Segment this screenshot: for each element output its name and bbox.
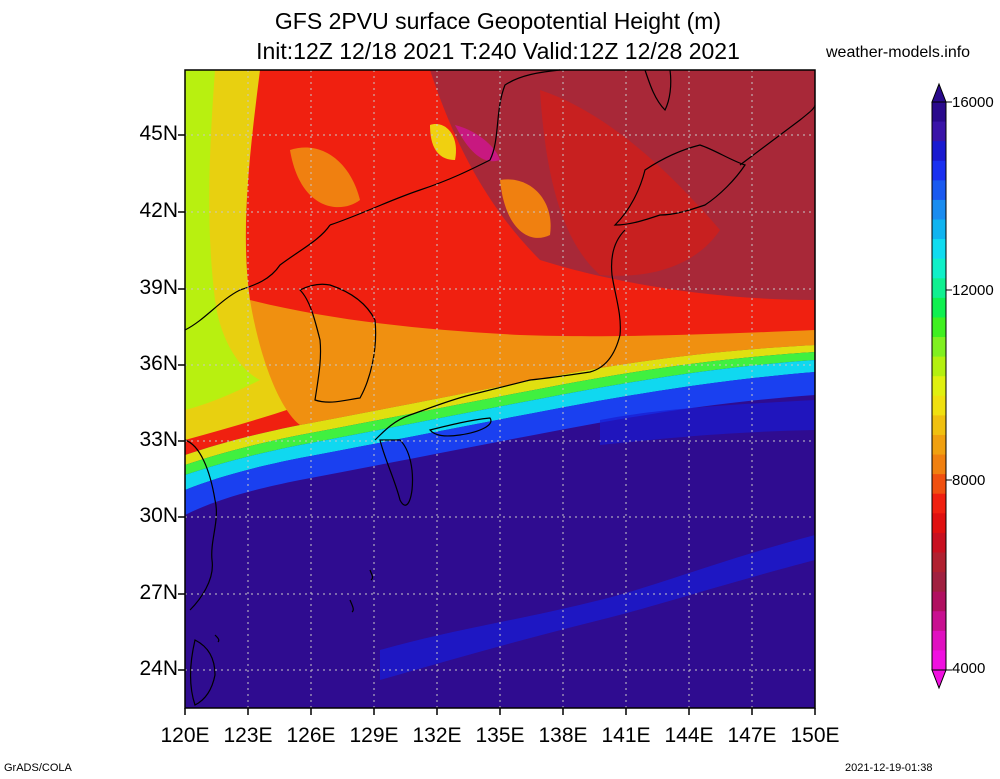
colorbar-segment	[932, 395, 946, 416]
colorbar-segment	[932, 552, 946, 573]
colorbar-segment	[932, 297, 946, 318]
footer-credit: GrADS/COLA	[4, 762, 72, 774]
lat-label-27n: 27N	[139, 581, 178, 604]
colorbar-bottom-arrow	[931, 669, 947, 690]
lat-label-30n: 30N	[139, 504, 178, 527]
lon-label-135e: 135E	[475, 724, 525, 747]
colorbar-segment	[932, 160, 946, 181]
colorbar-segment	[932, 611, 946, 632]
lon-label-150e: 150E	[790, 724, 840, 747]
colorbar-segment	[932, 513, 946, 534]
colorbar-segment	[932, 493, 946, 514]
lon-label-126e: 126E	[286, 724, 336, 747]
geopotential-field	[185, 70, 815, 708]
colorbar-segment	[932, 121, 946, 142]
colorbar	[931, 82, 952, 690]
colorbar-segment	[932, 337, 946, 358]
lon-label-123e: 123E	[223, 724, 273, 747]
colorbar-segment	[932, 180, 946, 201]
lat-label-42n: 42N	[139, 199, 178, 222]
lat-label-33n: 33N	[139, 428, 178, 451]
colorbar-segment	[932, 415, 946, 436]
lon-label-144e: 144E	[664, 724, 714, 747]
colorbar-segment	[932, 102, 946, 123]
lon-label-138e: 138E	[538, 724, 588, 747]
colorbar-segment	[932, 239, 946, 260]
coastlines	[184, 69, 816, 706]
colorbar-segment	[932, 219, 946, 240]
lon-label-120e: 120E	[160, 724, 210, 747]
colorbar-segment	[932, 434, 946, 456]
graticule	[185, 70, 815, 708]
chart-title-line1: GFS 2PVU surface Geopotential Height (m)	[274, 8, 722, 34]
lon-label-132e: 132E	[412, 724, 462, 747]
axis-ticks	[178, 134, 816, 715]
colorbar-segment	[932, 454, 946, 475]
lon-label-129e: 129E	[349, 724, 399, 747]
colorbar-segment	[932, 650, 946, 671]
colorbar-frame	[931, 101, 947, 671]
lat-label-39n: 39N	[139, 276, 178, 299]
colorbar-segment	[932, 591, 946, 612]
colorbar-segment	[932, 474, 946, 495]
colorbar-segment	[932, 317, 946, 338]
footer-timestamp: 2021-12-19-01:38	[845, 762, 933, 774]
colorbar-segment	[932, 199, 946, 221]
colorbar-segment	[932, 532, 946, 553]
lon-label-147e: 147E	[727, 724, 777, 747]
colorbar-segment	[932, 258, 946, 279]
colorbar-segment	[932, 141, 946, 162]
colorbar-segment	[932, 572, 946, 593]
colorbar-top-arrow	[931, 82, 947, 103]
colorbar-segment	[932, 376, 946, 397]
colorbar-segment	[932, 630, 946, 651]
colorbar-segment	[932, 278, 946, 299]
colorbar-label-16000: 16000	[952, 94, 994, 111]
lat-label-24n: 24N	[139, 657, 178, 680]
watermark-text: weather-models.info	[826, 44, 971, 61]
colorbar-label-8000: 8000	[952, 472, 986, 489]
colorbar-segment	[932, 356, 946, 377]
lon-label-141e: 141E	[601, 724, 651, 747]
colorbar-label-4000: 4000	[952, 660, 986, 677]
lat-label-36n: 36N	[139, 352, 178, 375]
lat-label-45n: 45N	[139, 122, 178, 145]
colorbar-label-12000: 12000	[952, 282, 994, 299]
chart-title-line2: Init:12Z 12/18 2021 T:240 Valid:12Z 12/2…	[256, 38, 740, 64]
